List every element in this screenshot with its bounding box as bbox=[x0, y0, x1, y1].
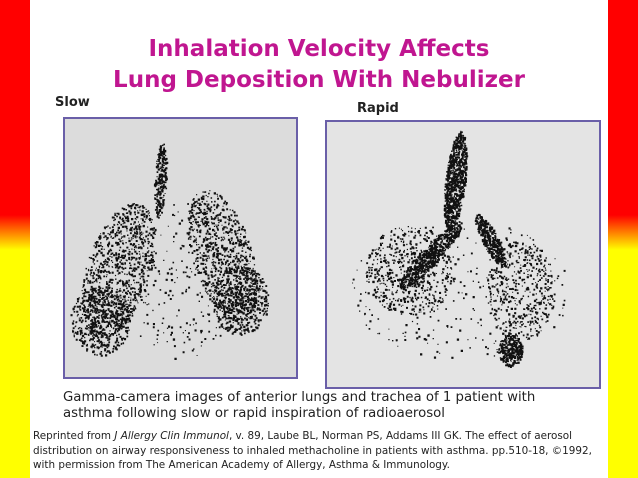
reference: Reprinted from J Allergy Clin Immunol, v… bbox=[33, 429, 592, 473]
reference-text: distribution on airway responsiveness to… bbox=[33, 444, 592, 457]
rapid-scan-image bbox=[352, 130, 566, 368]
image-label: Slow bbox=[55, 95, 90, 110]
caption: asthma following slow or rapid inspirati… bbox=[63, 406, 445, 421]
title: Inhalation Velocity Affects bbox=[148, 36, 490, 62]
slow-scan-image bbox=[70, 143, 270, 360]
image-label: Rapid bbox=[357, 101, 399, 116]
reference-text: Reprinted from bbox=[33, 430, 115, 442]
title: Lung Deposition With Nebulizer bbox=[113, 67, 525, 93]
caption: Gamma-camera images of anterior lungs an… bbox=[63, 390, 536, 405]
slide: Inhalation Velocity Affects Lung Deposit… bbox=[30, 0, 608, 478]
reference-text: , v. 89, Laube BL, Norman PS, Addams III… bbox=[228, 430, 573, 442]
scans bbox=[63, 117, 601, 389]
journal: J Allergy Clin Immunol bbox=[114, 430, 229, 442]
reference-text: with permission from The American Academ… bbox=[33, 459, 450, 471]
